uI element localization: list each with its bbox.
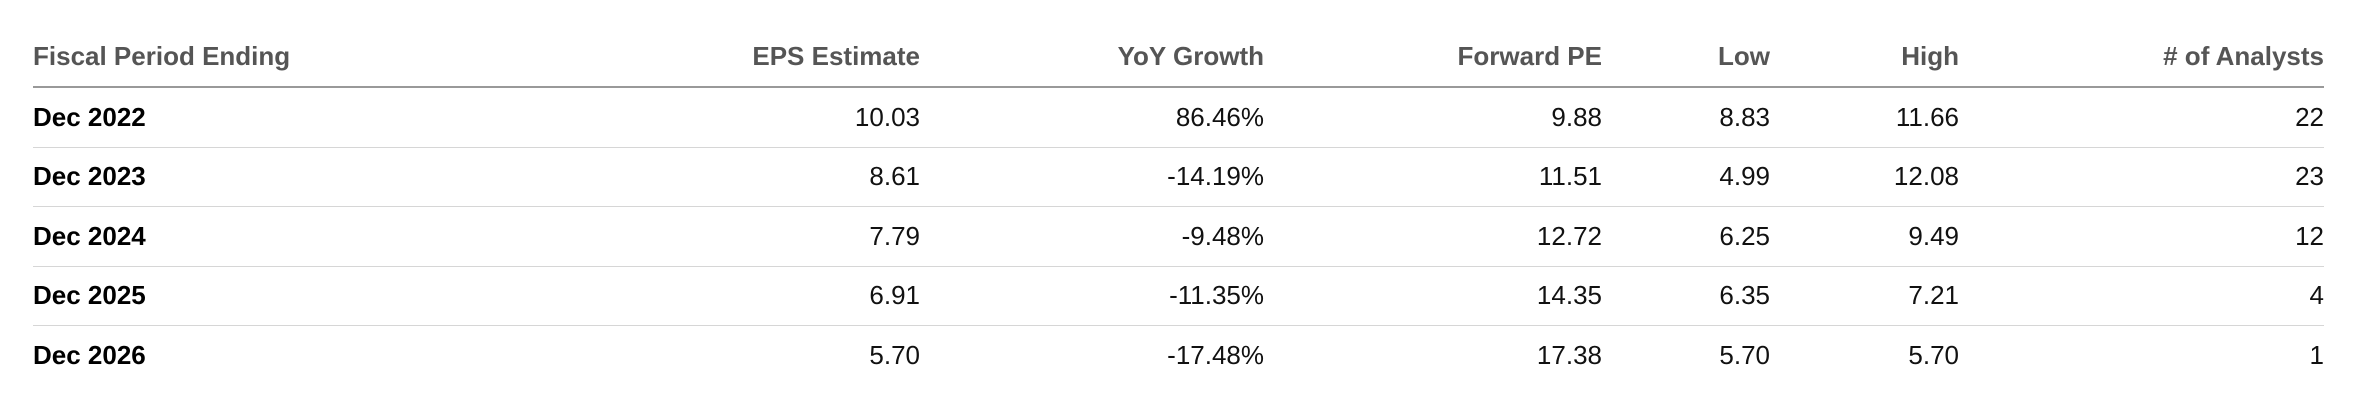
table-row: Dec 2023 8.61 -14.19% 11.51 4.99 12.08 23 xyxy=(33,147,2324,207)
value-cell: -17.48% xyxy=(1167,339,1264,370)
value-cell: 11.66 xyxy=(1770,87,1959,148)
value-cell: 14.35 xyxy=(1264,266,1602,326)
value-cell: 86.46% xyxy=(920,87,1264,148)
value-cell: 12.08 xyxy=(1770,147,1959,207)
value-cell: 23 xyxy=(1959,147,2324,207)
value-cell: 9.88 xyxy=(1264,87,1602,148)
value-cell: 12 xyxy=(1959,206,2324,267)
value-cell: 6.35 xyxy=(1602,266,1770,326)
value-cell: 8.61 xyxy=(600,147,920,207)
period-cell: Dec 2025 xyxy=(33,266,600,326)
value-cell: 9.49 xyxy=(1770,206,1959,267)
period-cell: Dec 2024 xyxy=(33,206,600,267)
value-cell: 6.91 xyxy=(600,266,920,326)
period-cell: Dec 2022 xyxy=(33,87,600,148)
value-cell: 7.79 xyxy=(600,206,920,267)
column-header: EPS Estimate xyxy=(600,26,920,88)
column-header: High xyxy=(1770,26,1959,88)
column-header: Low xyxy=(1602,26,1770,88)
value-cell: 5.70 xyxy=(1908,339,1959,370)
value-cell: 5.70 xyxy=(1719,339,1770,370)
table-row: Dec 2025 6.91 -11.35% 14.35 6.35 7.21 4 xyxy=(33,266,2324,326)
value-cell: 4 xyxy=(1959,266,2324,326)
value-cell: -9.48% xyxy=(920,206,1264,267)
table-row: Dec 2026 5.70 -17.48% 17.38 5.70 5.70 1 xyxy=(33,326,2324,385)
column-header: Forward PE xyxy=(1264,26,1602,88)
value-cell: 17.38 xyxy=(1536,339,1602,370)
value-cell: 1 xyxy=(2309,339,2324,370)
estimates-table: Fiscal Period Ending EPS Estimate YoY Grow… xyxy=(33,26,2324,385)
header-row: Fiscal Period Ending EPS Estimate YoY Grow… xyxy=(33,26,2324,88)
value-cell: 8.83 xyxy=(1602,87,1770,148)
column-header: YoY Growth xyxy=(920,26,1264,88)
table-row: Dec 2024 7.79 -9.48% 12.72 6.25 9.49 12 xyxy=(33,206,2324,267)
value-cell: -11.35% xyxy=(920,266,1264,326)
value-cell: 5.70 xyxy=(869,339,920,370)
table-header: Fiscal Period Ending EPS Estimate YoY Grow… xyxy=(33,26,2324,88)
value-cell: 4.99 xyxy=(1602,147,1770,207)
table-body: Dec 2022 10.03 86.46% 9.88 8.83 11.66 22 Dec 20… xyxy=(33,87,2324,385)
value-cell: 7.21 xyxy=(1770,266,1959,326)
period-cell: Dec 2026 xyxy=(33,339,146,370)
column-header: # of Analysts xyxy=(1959,26,2324,88)
value-cell: 6.25 xyxy=(1602,206,1770,267)
value-cell: 12.72 xyxy=(1264,206,1602,267)
value-cell: 11.51 xyxy=(1264,147,1602,207)
column-header: Fiscal Period Ending xyxy=(33,26,600,88)
value-cell: 10.03 xyxy=(600,87,920,148)
period-cell: Dec 2023 xyxy=(33,147,600,207)
value-cell: 22 xyxy=(1959,87,2324,148)
table-row: Dec 2022 10.03 86.46% 9.88 8.83 11.66 22 xyxy=(33,87,2324,148)
value-cell: -14.19% xyxy=(920,147,1264,207)
